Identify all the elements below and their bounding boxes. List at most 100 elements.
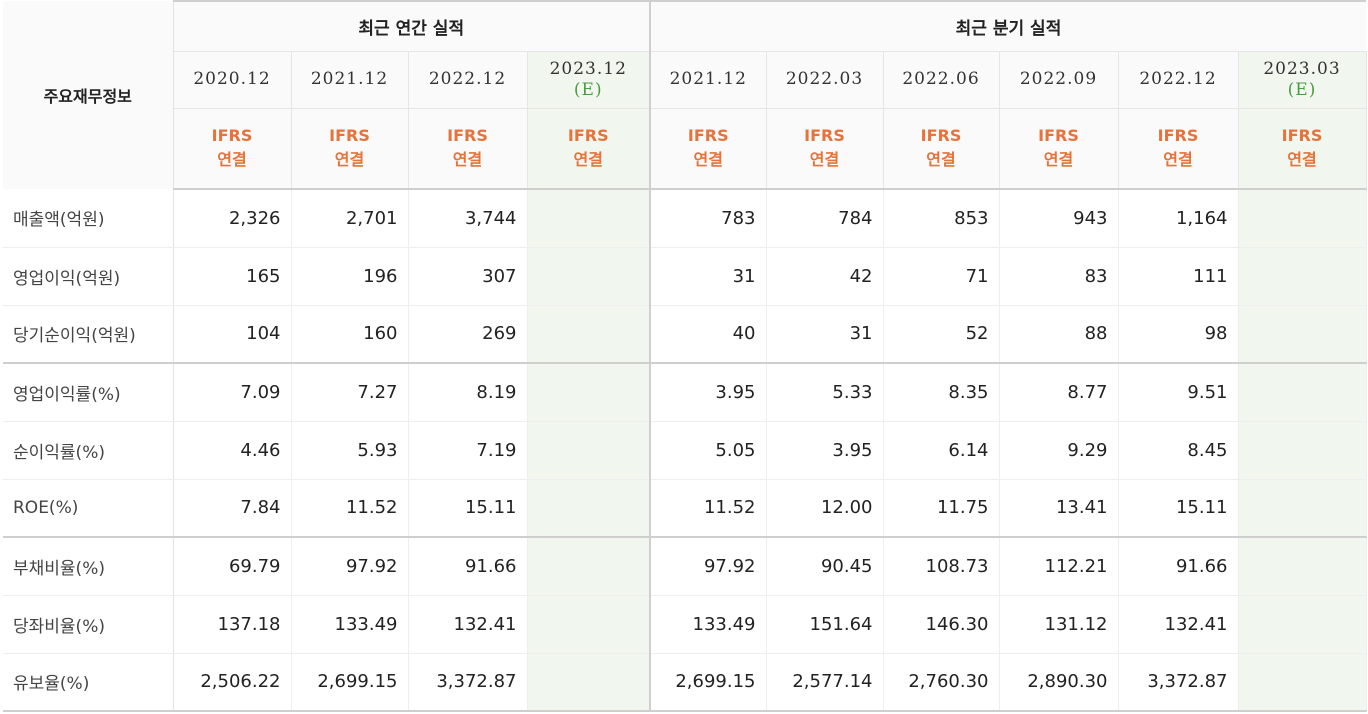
value-cell: 2,577.14 [766,653,884,712]
value-cell: 104 [173,305,292,364]
value-cell: 12.00 [766,479,884,538]
ifrs-basis-header: IFRS 연결 [766,108,884,190]
value-cell [527,479,651,538]
period-header: 2023.03 (E) [1238,51,1367,109]
consolidated-label: 연결 [1163,149,1193,169]
value-cell: 40 [650,305,767,364]
value-cell: 91.66 [1118,536,1239,596]
financial-summary-table: 주요재무정보 최근 연간 실적 최근 분기 실적 2020.12 2021.12 2… [3,0,1367,712]
value-cell [1238,653,1367,712]
value-cell [1238,189,1367,248]
period-header: 2022.12 [408,51,528,109]
table-row: 부채비율(%) 69.79 97.92 91.66 97.92 90.45 108.73 11… [3,536,1367,596]
value-cell [527,653,651,712]
value-cell: 160 [291,305,409,364]
period-date: 2022.03 [785,69,864,89]
value-cell: 1,164 [1118,189,1239,248]
value-cell: 52 [883,305,1000,364]
consolidated-label: 연결 [452,149,483,169]
table-row: 영업이익(억원) 165 196 307 31 42 71 83 111 [3,247,1367,306]
value-cell [1238,305,1367,364]
value-cell: 133.49 [291,595,409,654]
value-cell: 146.30 [883,595,1000,654]
value-cell [1238,421,1367,480]
value-cell: 15.11 [1118,479,1239,538]
value-cell: 88 [999,305,1119,364]
period-date: 2020.12 [193,69,271,89]
table-row: ROE(%) 7.84 11.52 15.11 11.52 12.00 11.75 13.41… [3,479,1367,538]
value-cell [1238,247,1367,306]
row-label: 영업이익률(%) [3,362,174,422]
value-cell: 133.49 [650,595,767,654]
period-date: 2022.09 [1019,69,1098,89]
ifrs-label: IFRS [687,125,729,145]
ifrs-label: IFRS [920,125,962,145]
period-date: 2022.12 [1139,69,1217,89]
ifrs-basis-header: IFRS 연결 [883,108,1000,190]
value-cell: 11.52 [291,479,409,538]
value-cell: 111 [1118,247,1239,306]
period-header: 2023.12 (E) [527,51,651,109]
value-cell: 8.77 [999,362,1119,422]
value-cell: 90.45 [766,536,884,596]
table-row: 순이익률(%) 4.46 5.93 7.19 5.05 3.95 6.14 9.29 8.45 [3,421,1367,480]
value-cell [527,362,651,422]
ifrs-basis-header: IFRS 연결 [173,108,292,190]
value-cell: 13.41 [999,479,1119,538]
value-cell: 2,326 [173,189,292,248]
value-cell: 783 [650,189,767,248]
period-header: 2020.12 [173,51,292,109]
consolidated-label: 연결 [926,149,956,169]
value-cell: 943 [999,189,1119,248]
value-cell: 196 [291,247,409,306]
value-cell [527,305,651,364]
corner-label: 주요재무정보 [43,87,132,106]
value-cell: 8.35 [883,362,1000,422]
value-cell: 42 [766,247,884,306]
ifrs-label: IFRS [804,125,845,145]
period-date: 2022.12 [428,69,507,89]
value-cell [527,421,651,480]
value-cell: 112.21 [999,536,1119,596]
ifrs-basis-header: IFRS 연결 [527,108,651,190]
ifrs-label: IFRS [1281,125,1323,145]
value-cell: 132.41 [408,595,528,654]
estimate-mark: (E) [1287,79,1317,100]
row-label: ROE(%) [3,479,174,538]
value-cell: 784 [766,189,884,248]
estimate-mark: (E) [573,79,603,100]
value-cell: 2,760.30 [883,653,1000,712]
row-label: 당좌비율(%) [3,595,174,654]
value-cell: 4.46 [173,421,292,480]
table-row: 당기순이익(억원) 104 160 269 40 31 52 88 98 [3,305,1367,364]
ifrs-basis-header: IFRS 연결 [291,108,409,190]
value-cell: 5.33 [766,362,884,422]
value-cell [1238,536,1367,596]
period-header: 2021.12 [291,51,409,109]
value-cell [527,189,651,248]
value-cell: 3,744 [408,189,528,248]
value-cell: 5.05 [650,421,767,480]
value-cell: 15.11 [408,479,528,538]
annual-group-header: 최근 연간 실적 [173,0,651,52]
ifrs-basis-header: IFRS 연결 [650,108,767,190]
value-cell: 6.14 [883,421,1000,480]
value-cell: 9.29 [999,421,1119,480]
ifrs-label: IFRS [567,125,609,145]
value-cell [1238,479,1367,538]
value-cell: 11.75 [883,479,1000,538]
value-cell: 3,372.87 [1118,653,1239,712]
consolidated-label: 연결 [1287,149,1317,169]
value-cell: 7.19 [408,421,528,480]
period-date: 2023.03 [1263,58,1341,79]
row-label: 부채비율(%) [3,536,174,596]
value-cell: 137.18 [173,595,292,654]
quarter-group-header: 최근 분기 실적 [650,0,1366,52]
value-cell [527,536,651,596]
value-cell: 7.09 [173,362,292,422]
corner-header: 주요재무정보 [3,1,174,189]
value-cell: 2,701 [291,189,409,248]
period-date: 2023.12 [549,58,627,79]
consolidated-label: 연결 [334,149,365,169]
value-cell: 165 [173,247,292,306]
